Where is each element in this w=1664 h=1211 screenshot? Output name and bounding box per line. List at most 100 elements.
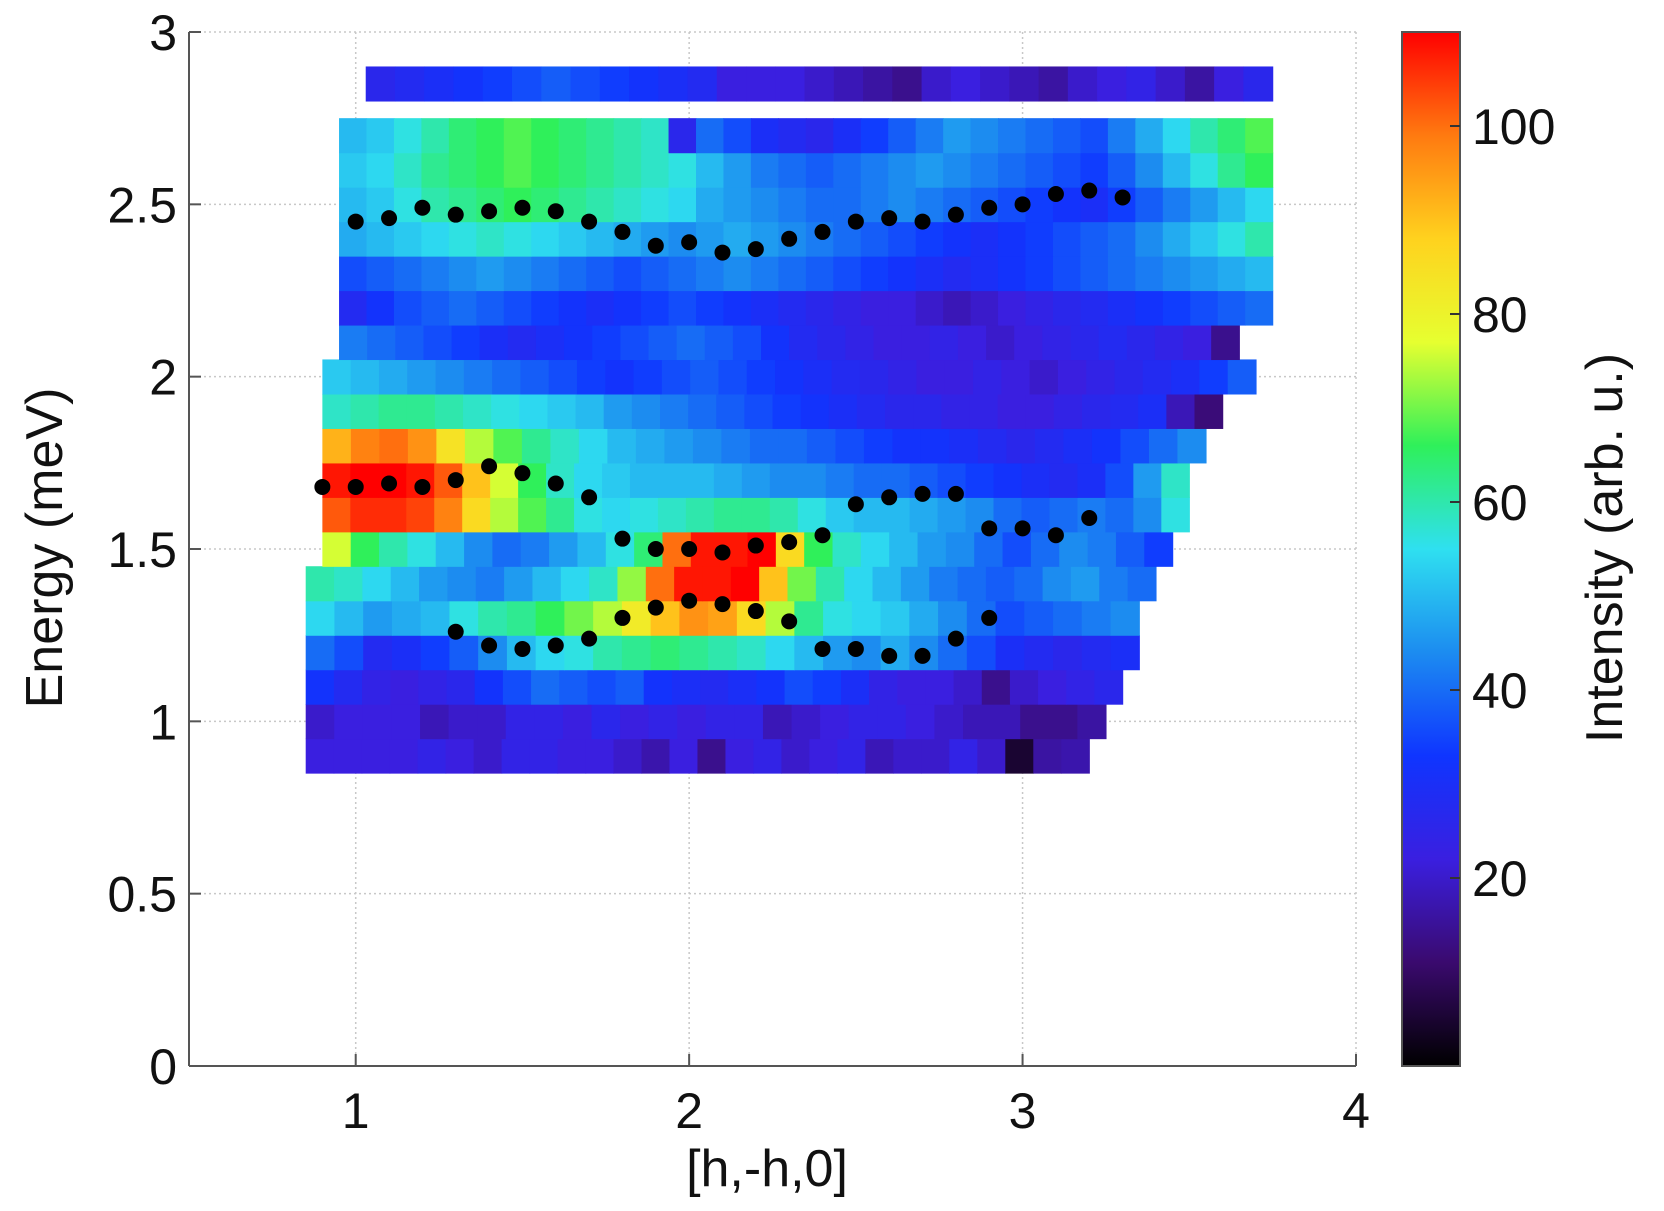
heatmap-cell	[1162, 256, 1191, 292]
heatmap-cell	[723, 118, 752, 154]
heatmap-cell	[407, 359, 437, 395]
heatmap-cell	[602, 497, 631, 533]
heatmap-cell	[937, 497, 967, 533]
heatmap-cell	[366, 290, 395, 326]
heatmap-cell	[1166, 393, 1196, 429]
heatmap-cell	[503, 256, 532, 292]
heatmap-cell	[909, 497, 939, 533]
heatmap-cell	[805, 118, 834, 154]
y-tick-label: 2.5	[107, 177, 177, 233]
heatmap-cell	[476, 256, 505, 292]
heatmap-cell	[900, 566, 930, 602]
heatmap-cell	[423, 324, 453, 361]
heatmap-cell	[621, 635, 652, 671]
heatmap-cell	[506, 600, 537, 636]
heatmap-cell	[492, 359, 522, 395]
heatmap-cell	[657, 462, 687, 498]
heatmap-cell	[749, 428, 780, 464]
heatmap-cell	[832, 531, 862, 567]
heatmap-cell	[1245, 152, 1274, 188]
heatmap-cell	[531, 118, 560, 154]
heatmap-cell	[1107, 290, 1136, 326]
heatmap-cell	[393, 152, 423, 188]
heatmap-cell	[1183, 324, 1212, 361]
heatmap-cell	[475, 566, 505, 602]
x-tick-label: 2	[675, 1083, 703, 1139]
data-point	[547, 637, 564, 654]
heatmap-cell	[558, 290, 587, 326]
data-point	[381, 475, 398, 492]
heatmap-cell	[334, 635, 364, 671]
heatmap-cell	[809, 738, 838, 774]
data-point	[581, 489, 598, 506]
heatmap-cell	[334, 566, 363, 602]
heatmap-cell	[860, 118, 889, 154]
heatmap-cell	[474, 669, 504, 705]
data-point	[881, 647, 898, 664]
heatmap-cell	[613, 187, 642, 223]
heatmap-cell	[641, 256, 670, 292]
heatmap-cell	[753, 738, 783, 774]
heatmap-cell	[761, 324, 790, 361]
heatmap-cell	[825, 462, 855, 498]
heatmap-cell	[696, 290, 725, 326]
data-point	[881, 210, 898, 227]
heatmap-cell	[1217, 221, 1246, 257]
heatmap-cell	[1020, 704, 1050, 740]
heatmap-cell	[446, 669, 476, 705]
heatmap-cell	[977, 738, 1006, 774]
heatmap-cell	[997, 393, 1027, 429]
heatmap-cell	[1077, 462, 1106, 498]
heatmap-cell	[901, 324, 931, 361]
data-point	[681, 234, 698, 251]
heatmap-cell	[531, 290, 560, 326]
heatmap-cell	[599, 66, 630, 102]
heatmap-cell	[1217, 152, 1246, 188]
heatmap-cell	[775, 66, 806, 102]
heatmap-cell	[535, 600, 565, 636]
heatmap-cell	[1135, 290, 1164, 326]
heatmap-cell	[762, 704, 793, 740]
heatmap-cell	[448, 256, 477, 292]
data-point	[1081, 509, 1098, 526]
heatmap-cell	[696, 187, 725, 223]
data-point	[381, 210, 398, 227]
heatmap-cell	[366, 152, 395, 188]
heatmap-cell	[641, 118, 670, 154]
data-point	[847, 496, 864, 513]
plot-axes	[188, 31, 1357, 1067]
heatmap-cell	[1077, 704, 1107, 740]
x-axis-label: [h,-h,0]	[686, 1140, 848, 1198]
heatmap-cell	[671, 669, 701, 705]
heatmap-cell	[844, 566, 874, 602]
heatmap-cell	[741, 497, 771, 533]
data-point	[481, 637, 498, 654]
heatmap-cell	[305, 738, 335, 774]
heatmap-cell	[860, 152, 889, 188]
heatmap-cell	[1034, 428, 1065, 464]
heatmap-cell	[529, 738, 559, 774]
heatmap-cell	[602, 462, 631, 498]
heatmap-cell	[390, 669, 419, 705]
heatmap-cell	[998, 118, 1027, 154]
heatmap-cell	[1025, 393, 1055, 429]
heatmap-cell	[833, 152, 862, 188]
heatmap-cell	[629, 497, 659, 533]
heatmap-cell	[791, 704, 821, 740]
heatmap-cell	[944, 359, 974, 395]
heatmap-cell	[531, 256, 560, 292]
heatmap-cell	[633, 359, 663, 395]
heatmap-cell	[1052, 152, 1082, 188]
heatmap-cell	[865, 738, 894, 774]
heatmap-cell	[1038, 669, 1067, 705]
heatmap-cell	[1162, 290, 1191, 326]
data-point	[547, 203, 564, 220]
data-point	[481, 203, 498, 220]
heatmap-cell	[1033, 738, 1062, 774]
heatmap-cell	[872, 566, 902, 602]
heatmap-cell	[657, 497, 687, 533]
heatmap-cell	[643, 669, 673, 705]
heatmap-cell	[1190, 221, 1219, 257]
